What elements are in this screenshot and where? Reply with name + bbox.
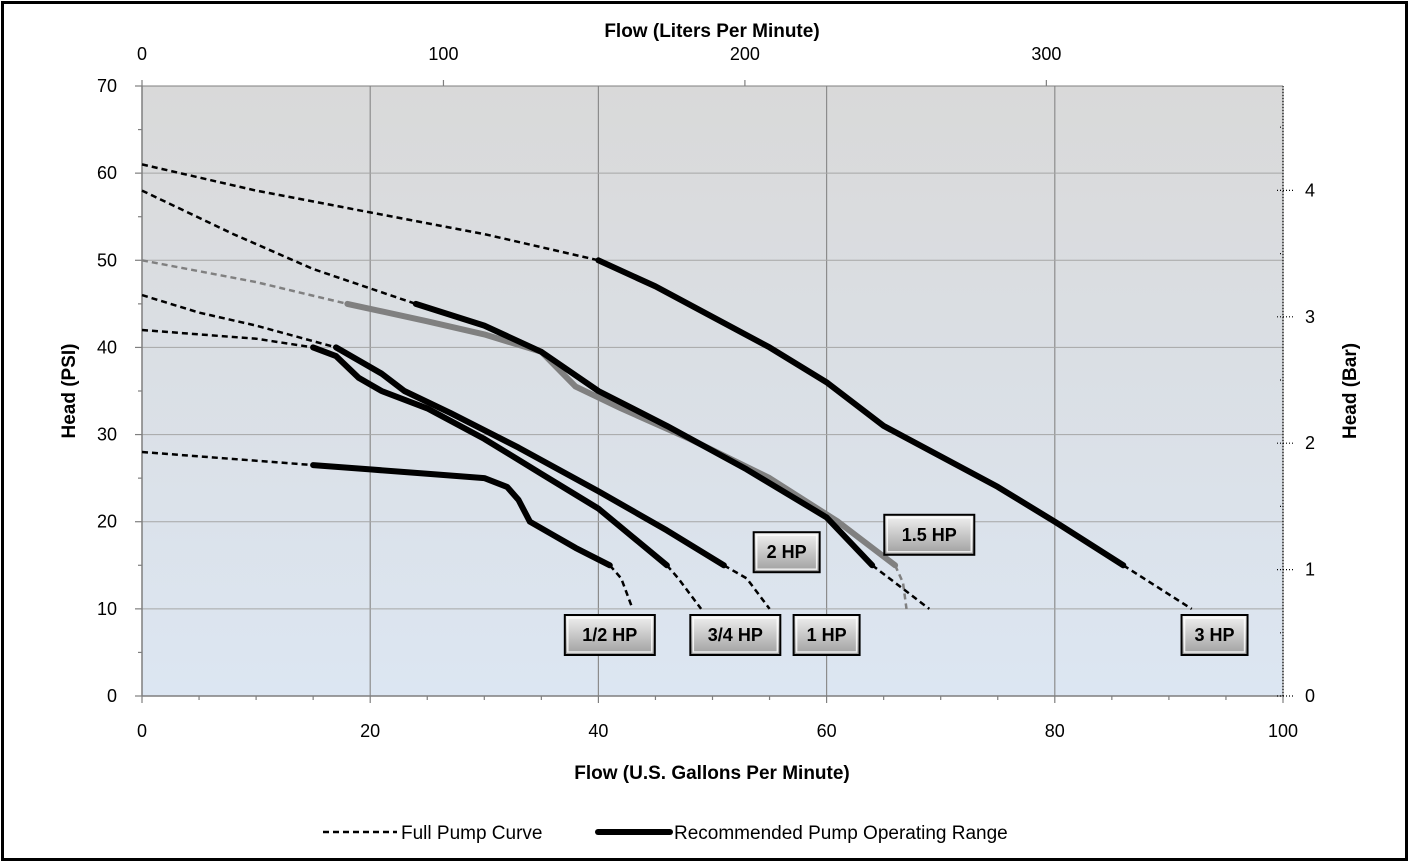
hp-label-text: 3 HP <box>1195 625 1235 645</box>
hp-label-box <box>689 614 782 656</box>
plot-area <box>142 86 1283 696</box>
hp-label-text: 2 HP <box>767 542 807 562</box>
x2-tick-label: 0 <box>137 44 147 64</box>
hp-label-box <box>883 513 976 556</box>
y-tick-label: 60 <box>97 163 117 183</box>
x2-tick-label: 300 <box>1031 44 1061 64</box>
hp-label-bevel <box>567 617 653 653</box>
runout-curve-3-hp <box>1122 564 1193 610</box>
axes: 0 20 40 60 80 100 0 10 20 30 40 50 60 70 0 100 200 300 0 1 2… <box>97 44 1315 741</box>
y-tick-label: 0 <box>107 686 117 706</box>
pump-curves <box>141 163 1193 610</box>
hp-label-bevel <box>692 617 779 653</box>
hp-label-3-hp: 3 HP <box>1180 614 1249 656</box>
runout-curve-1-hp <box>723 564 771 610</box>
x2-axis-title: Flow (Liters Per Minute) <box>604 21 819 42</box>
hp-label-1-hp: 1 HP <box>792 614 861 656</box>
x-tick-label: 60 <box>817 721 837 741</box>
hp-label-box <box>752 531 821 574</box>
recommended-range-3-4-hp <box>310 344 670 569</box>
y-tick-label: 20 <box>97 512 117 532</box>
hp-label-bevel <box>886 517 973 553</box>
full-curve-3-4-hp <box>141 328 314 349</box>
hp-label-box <box>792 614 861 656</box>
x2-tick-label: 100 <box>428 44 458 64</box>
y2-tick-label: 0 <box>1305 686 1315 706</box>
hp-label-2-hp: 2 HP <box>752 531 821 574</box>
horsepower-labels: 1/2 HP 3/4 HP 1 HP 1.5 HP 2 HP 3 HP <box>563 513 1249 656</box>
hp-label-bevel <box>1183 617 1246 653</box>
x-tick-label: 40 <box>588 721 608 741</box>
recommended-range-1-2-hp <box>310 462 613 569</box>
y-axis-title: Head (PSI) <box>59 343 80 438</box>
y2-tick-label: 4 <box>1305 180 1315 200</box>
recommended-range-2-hp <box>412 300 876 569</box>
y2-tick-label: 3 <box>1305 307 1315 327</box>
full-curve-3-hp <box>141 163 599 262</box>
hp-label-3-4-hp: 3/4 HP <box>689 614 782 656</box>
hp-label-text: 1.5 HP <box>902 525 957 545</box>
y2-tick-label: 1 <box>1305 560 1315 580</box>
recommended-range-1-5-hp <box>344 300 899 569</box>
hp-label-bevel <box>795 617 858 653</box>
legend: Full Pump Curve Recommended Pump Operati… <box>323 823 1008 844</box>
legend-label-full-curve: Full Pump Curve <box>401 823 543 844</box>
x-tick-label: 0 <box>137 721 147 741</box>
y-tick-label: 30 <box>97 425 117 445</box>
y-tick-label: 50 <box>97 250 117 270</box>
hp-label-1-2-hp: 1/2 HP <box>563 614 656 656</box>
y-tick-label: 70 <box>97 76 117 96</box>
x-tick-label: 100 <box>1268 721 1298 741</box>
y2-tick-label: 2 <box>1305 433 1315 453</box>
y2-axis-title: Head (Bar) <box>1340 343 1361 439</box>
recommended-range-3-hp <box>595 257 1127 569</box>
y-tick-label: 40 <box>97 337 117 357</box>
legend-label-recommended: Recommended Pump Operating Range <box>674 823 1008 844</box>
runout-curve-3-4-hp <box>665 564 703 610</box>
hp-label-box <box>563 614 656 656</box>
full-curve-2-hp <box>141 189 417 306</box>
runout-curve-1-2-hp <box>608 564 634 610</box>
hp-label-text: 1 HP <box>807 625 847 645</box>
hp-label-1-5-hp: 1.5 HP <box>883 513 976 556</box>
x2-tick-label: 200 <box>730 44 760 64</box>
hp-label-text: 1/2 HP <box>582 625 637 645</box>
x-axis-title: Flow (U.S. Gallons Per Minute) <box>574 763 850 784</box>
hp-label-bevel <box>755 534 818 570</box>
full-curve-1-2-hp <box>141 450 314 467</box>
x-tick-label: 80 <box>1045 721 1065 741</box>
y-tick-label: 10 <box>97 599 117 619</box>
hp-label-box <box>1180 614 1249 656</box>
recommended-range-1-hp <box>333 344 727 569</box>
hp-label-text: 3/4 HP <box>708 625 763 645</box>
x-tick-label: 20 <box>360 721 380 741</box>
